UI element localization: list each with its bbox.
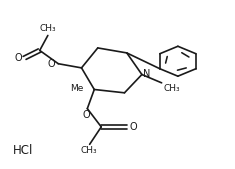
Text: O: O <box>48 59 55 69</box>
Text: HCl: HCl <box>13 144 33 158</box>
Text: O: O <box>82 110 90 120</box>
Text: N: N <box>143 69 150 79</box>
Text: CH₃: CH₃ <box>40 25 57 33</box>
Text: Me: Me <box>70 84 84 93</box>
Text: CH₃: CH₃ <box>164 84 180 93</box>
Text: O: O <box>129 122 137 132</box>
Text: CH₃: CH₃ <box>81 146 98 155</box>
Text: O: O <box>14 53 22 63</box>
